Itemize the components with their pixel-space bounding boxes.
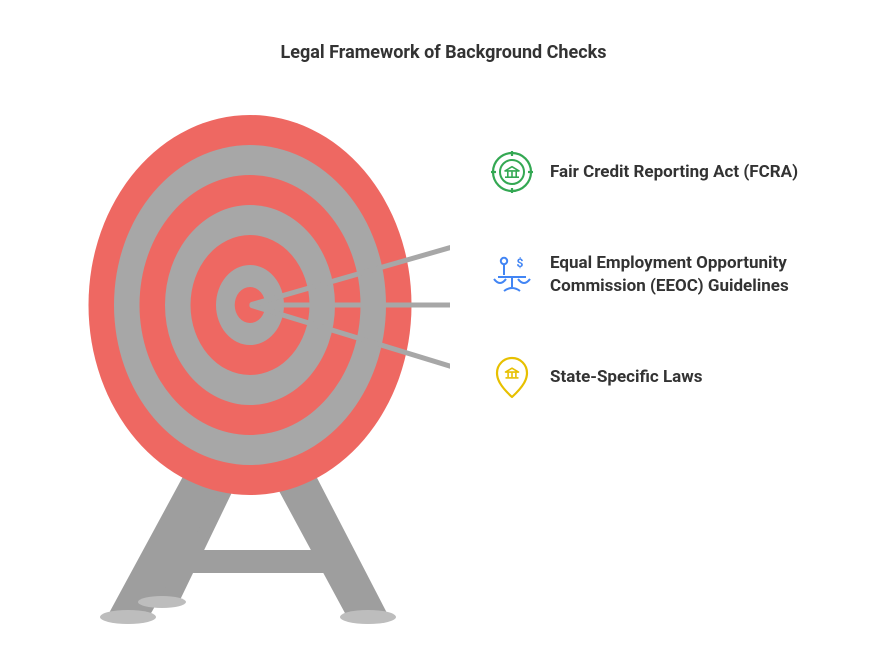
legend-item-fcra: Fair Credit Reporting Act (FCRA) — [490, 150, 860, 194]
svg-text:$: $ — [517, 256, 524, 270]
target-illustration — [50, 95, 450, 625]
target-bank-icon — [490, 150, 534, 194]
pin-bank-icon — [490, 356, 534, 400]
legend-label: Equal Employment Opportunity Commission … — [550, 252, 860, 298]
legend-item-eeoc: $ Equal Employment Opportunity Commissio… — [490, 252, 860, 298]
legend-label: Fair Credit Reporting Act (FCRA) — [550, 161, 798, 184]
legend-item-state: State-Specific Laws — [490, 356, 860, 400]
page-title: Legal Framework of Background Checks — [0, 42, 887, 63]
balance-person-icon: $ — [490, 253, 534, 297]
legend: Fair Credit Reporting Act (FCRA) $ Equal… — [490, 150, 860, 458]
legend-label: State-Specific Laws — [550, 366, 702, 389]
